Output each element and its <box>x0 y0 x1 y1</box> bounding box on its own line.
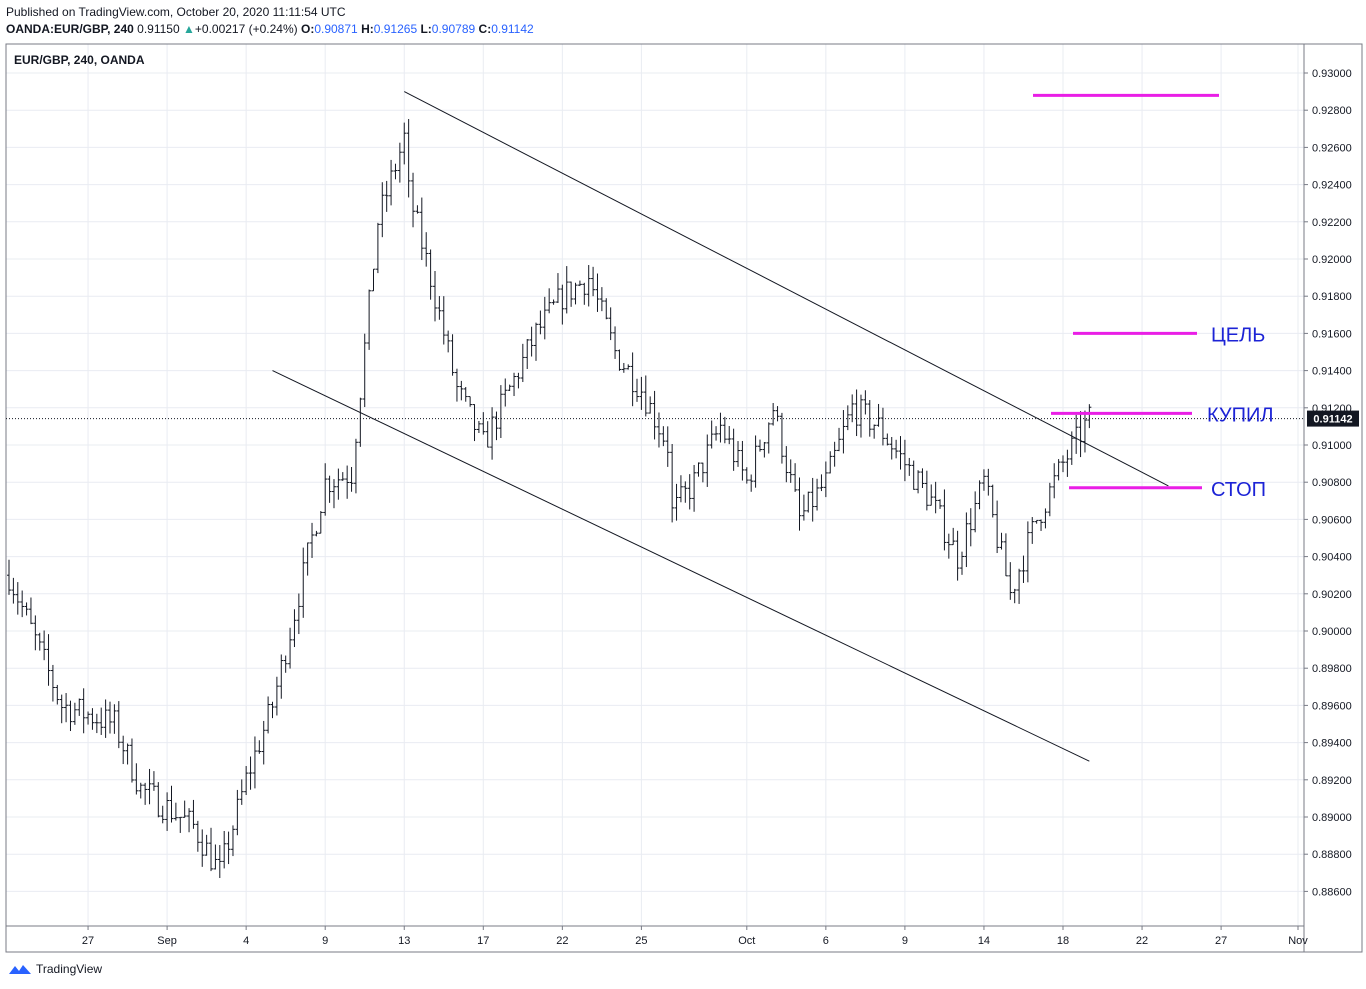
time-tick-label: 14 <box>978 935 990 947</box>
time-tick-label: Sep <box>157 935 177 947</box>
time-tick-label: 25 <box>635 935 647 947</box>
price-tick-label: 0.92600 <box>1312 142 1352 154</box>
ohlc-bars <box>7 119 1092 879</box>
last-price-box <box>1307 410 1359 427</box>
trendlines[interactable] <box>272 91 1169 762</box>
symbol-ohlc-line: OANDA:EUR/GBP, 240 0.91150 ▲+0.00217 (+0… <box>6 22 534 36</box>
last-price-label: 0.91142 <box>1313 414 1352 426</box>
time-tick-labels: 27 Sep 4 9 13 17 22 25 Oct 6 9 14 18 22 27 Nov <box>82 926 1308 947</box>
price-tick-label: 0.89200 <box>1312 775 1352 787</box>
open-label: O: <box>300 22 315 36</box>
price-tick-label: 0.92200 <box>1312 217 1352 229</box>
price-tick-label: 0.92400 <box>1312 180 1352 192</box>
level-label: ЦЕЛЬ <box>1211 324 1265 346</box>
time-tick-label: Oct <box>738 935 755 947</box>
tradingview-logo-icon <box>9 965 31 974</box>
high-value: 0.91265 <box>373 22 418 36</box>
time-tick-label: 9 <box>322 935 328 947</box>
time-tick-label: 22 <box>556 935 568 947</box>
time-tick-label: Nov <box>1288 935 1308 947</box>
price-tick-label: 0.91800 <box>1312 291 1352 303</box>
price-tick-label: 0.93000 <box>1312 68 1352 80</box>
price-tick-label: 0.92800 <box>1312 105 1352 117</box>
change-value: +0.00217 (+0.24%) <box>194 22 298 36</box>
last-price: 0.91150 <box>137 22 180 36</box>
price-tick-label: 0.91000 <box>1312 440 1352 452</box>
time-tick-label: 6 <box>823 935 829 947</box>
time-tick-label: 9 <box>902 935 908 947</box>
low-label: L: <box>420 22 432 36</box>
time-tick-label: 13 <box>398 935 410 947</box>
high-label: H: <box>361 22 374 36</box>
levels[interactable]: ЦЕЛЬ КУПИЛ СТОП <box>1033 93 1273 501</box>
chart-title: EUR/GBP, 240, OANDA <box>14 53 145 67</box>
price-tick-label: 0.90200 <box>1312 589 1352 601</box>
price-tick-label: 0.89800 <box>1312 663 1352 675</box>
price-tick-label: 0.89600 <box>1312 700 1352 712</box>
price-tick-label: 0.89400 <box>1312 738 1352 750</box>
price-tick-labels: 0.93000 0.92800 0.92600 0.92400 0.92200 0.920… <box>1304 68 1352 898</box>
footer-brand: TradingView <box>36 962 103 976</box>
price-tick-label: 0.89000 <box>1312 812 1352 824</box>
grid <box>6 44 1304 926</box>
price-tick-label: 0.92000 <box>1312 254 1352 266</box>
last-price-marker: 0.91142 <box>6 410 1359 427</box>
time-tick-label: 17 <box>477 935 489 947</box>
time-tick-label: 18 <box>1057 935 1069 947</box>
level-label: СТОП <box>1211 479 1266 501</box>
price-axis[interactable] <box>1303 43 1363 953</box>
price-tick-label: 0.90000 <box>1312 626 1352 638</box>
price-tick-label: 0.90800 <box>1312 477 1352 489</box>
close-label: C: <box>478 22 492 36</box>
plot-frame <box>5 43 1305 927</box>
published-line: Published on TradingView.com, October 20… <box>6 5 346 19</box>
change-arrow-icon: ▲ <box>183 22 195 36</box>
price-tick-label: 0.88600 <box>1312 886 1352 898</box>
trendline-upper-channel[interactable] <box>404 91 1169 487</box>
symbol-label: OANDA:EUR/GBP, 240 <box>6 22 134 36</box>
trendline-lower-channel[interactable] <box>272 370 1090 762</box>
price-tick-label: 0.88800 <box>1312 849 1352 861</box>
level-label: КУПИЛ <box>1207 404 1273 426</box>
time-tick-label: 4 <box>243 935 249 947</box>
price-tick-label: 0.90600 <box>1312 514 1352 526</box>
low-value: 0.90789 <box>431 22 476 36</box>
price-tick-label: 0.90400 <box>1312 552 1352 564</box>
time-tick-label: 27 <box>82 935 94 947</box>
time-tick-label: 27 <box>1215 935 1227 947</box>
time-tick-label: 22 <box>1136 935 1148 947</box>
price-tick-label: 0.91400 <box>1312 366 1352 378</box>
close-value: 0.91142 <box>491 22 534 36</box>
footer[interactable]: TradingView <box>8 962 102 976</box>
open-value: 0.90871 <box>314 22 358 36</box>
time-axis[interactable] <box>5 925 1305 953</box>
price-tick-label: 0.91600 <box>1312 328 1352 340</box>
